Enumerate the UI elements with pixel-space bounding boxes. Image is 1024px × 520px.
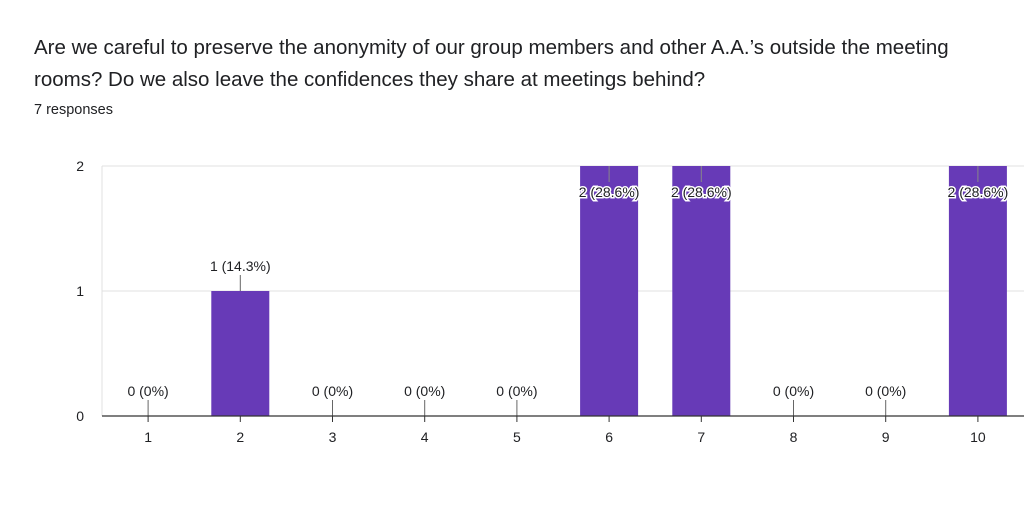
data-label-6: 2 (28.6%) — [579, 184, 640, 200]
data-label-10: 2 (28.6%) — [948, 184, 1009, 200]
x-tick-label-1: 1 — [144, 429, 152, 445]
data-label-9: 0 (0%) — [865, 383, 906, 399]
data-label-8: 0 (0%) — [773, 383, 814, 399]
bar-6 — [580, 166, 639, 416]
data-label-1: 0 (0%) — [127, 383, 168, 399]
x-tick-label-6: 6 — [605, 429, 613, 445]
bar-7 — [672, 166, 731, 416]
data-label-2: 1 (14.3%) — [210, 258, 271, 274]
x-tick-label-2: 2 — [236, 429, 244, 445]
y-tick-label: 1 — [76, 283, 84, 299]
x-tick-label-7: 7 — [697, 429, 705, 445]
x-tick-label-8: 8 — [790, 429, 798, 445]
question-title: Are we careful to preserve the anonymity… — [34, 36, 949, 91]
x-tick-label-10: 10 — [970, 429, 986, 445]
response-count: 7 responses — [34, 102, 113, 118]
data-label-5: 0 (0%) — [496, 383, 537, 399]
x-tick-label-4: 4 — [421, 429, 429, 445]
data-label-4: 0 (0%) — [404, 383, 445, 399]
x-tick-label-9: 9 — [882, 429, 890, 445]
data-label-7: 2 (28.6%) — [671, 184, 732, 200]
x-tick-label-5: 5 — [513, 429, 521, 445]
x-tick-label-3: 3 — [329, 429, 337, 445]
y-tick-label: 2 — [76, 158, 84, 174]
bar-2 — [211, 291, 270, 416]
y-tick-label: 0 — [76, 408, 84, 424]
data-label-3: 0 (0%) — [312, 383, 353, 399]
bar-10 — [948, 166, 1007, 416]
